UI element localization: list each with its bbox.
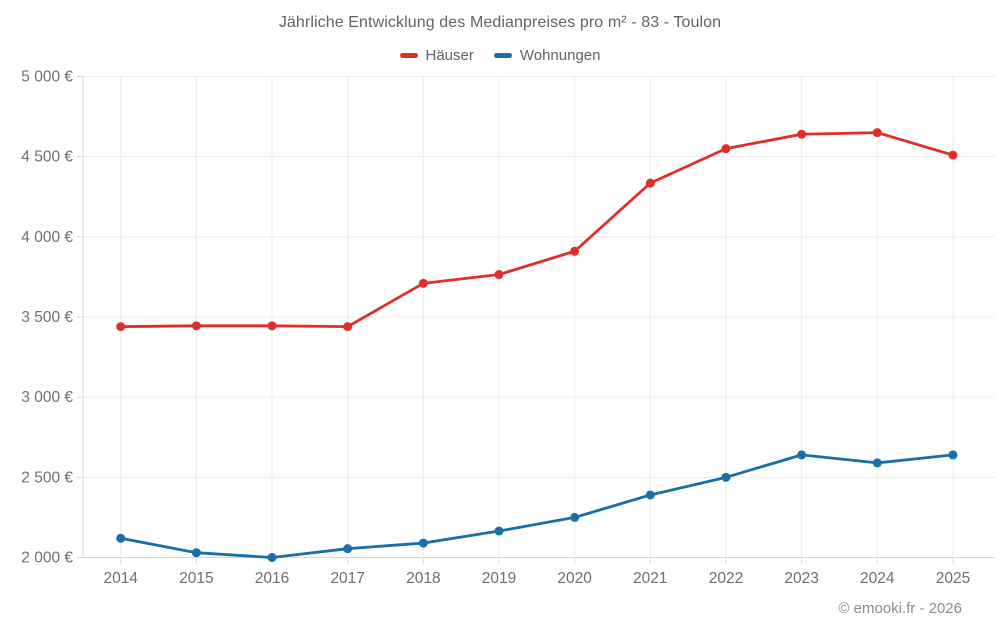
wohnungen-point-2014[interactable] xyxy=(116,533,126,543)
haeuser-point-2019[interactable] xyxy=(494,270,504,280)
x-axis-tick-label: 2024 xyxy=(860,570,895,587)
y-axis-tick-label: 2 000 € xyxy=(21,550,73,567)
y-axis-tick-label: 4 000 € xyxy=(21,229,73,246)
haeuser-point-2015[interactable] xyxy=(191,321,201,331)
wohnungen-point-2016[interactable] xyxy=(267,553,277,562)
wohnungen-legend-marker-icon xyxy=(493,53,512,58)
wohnungen-point-2025[interactable] xyxy=(948,450,958,460)
wohnungen-point-2019[interactable] xyxy=(494,526,504,536)
wohnungen-point-2018[interactable] xyxy=(418,538,428,548)
legend-label-wohnungen: Wohnungen xyxy=(519,47,601,64)
legend-item-haeuser[interactable]: Häuser xyxy=(399,47,474,64)
x-axis-tick-label: 2015 xyxy=(179,570,213,587)
wohnungen-point-2021[interactable] xyxy=(645,490,655,500)
x-axis-tick-label: 2018 xyxy=(406,570,440,587)
wohnungen-point-2023[interactable] xyxy=(797,450,807,460)
x-axis-tick-label: 2014 xyxy=(103,570,138,587)
footer-credit: © emooki.fr - 2026 xyxy=(838,600,962,617)
x-axis-tick-label: 2020 xyxy=(557,570,592,587)
y-axis-tick-label: 3 500 € xyxy=(21,309,73,326)
wohnungen-point-2022[interactable] xyxy=(721,472,731,482)
legend-label-haeuser: Häuser xyxy=(425,47,474,64)
haeuser-point-2024[interactable] xyxy=(872,128,882,138)
chart-title: Jährliche Entwicklung des Medianpreises … xyxy=(278,14,722,31)
haeuser-point-2021[interactable] xyxy=(645,178,655,188)
legend-item-wohnungen[interactable]: Wohnungen xyxy=(493,47,601,64)
haeuser-point-2020[interactable] xyxy=(570,246,580,256)
x-axis-tick-label: 2017 xyxy=(330,570,364,587)
haeuser-point-2014[interactable] xyxy=(116,322,126,332)
haeuser-point-2016[interactable] xyxy=(267,321,277,331)
haeuser-point-2017[interactable] xyxy=(343,322,353,332)
x-axis-tick-label: 2019 xyxy=(482,570,516,587)
wohnungen-line xyxy=(119,453,955,559)
haeuser-legend-marker-icon xyxy=(399,53,418,58)
wohnungen-point-2015[interactable] xyxy=(191,548,201,558)
wohnungen-point-2024[interactable] xyxy=(872,458,882,468)
haeuser-point-2022[interactable] xyxy=(721,144,731,154)
x-axis-tick-label: 2022 xyxy=(709,570,743,587)
haeuser-line xyxy=(119,131,955,329)
x-axis-tick-label: 2023 xyxy=(784,570,818,587)
haeuser-point-2023[interactable] xyxy=(797,129,807,139)
legend: Häuser Wohnungen xyxy=(0,47,1000,64)
y-axis-tick-label: 4 500 € xyxy=(21,149,73,166)
x-axis-tick-label: 2016 xyxy=(255,570,289,587)
y-axis-tick-label: 3 000 € xyxy=(21,389,73,406)
x-axis-tick-label: 2025 xyxy=(936,570,970,587)
haeuser-point-2018[interactable] xyxy=(418,278,428,288)
x-axis-tick-label: 2021 xyxy=(633,570,667,587)
y-axis-tick-label: 5 000 € xyxy=(21,69,73,86)
wohnungen-point-2017[interactable] xyxy=(343,544,353,554)
wohnungen-point-2020[interactable] xyxy=(570,512,580,522)
y-axis-tick-label: 2 500 € xyxy=(21,469,73,486)
haeuser-point-2025[interactable] xyxy=(948,150,958,160)
